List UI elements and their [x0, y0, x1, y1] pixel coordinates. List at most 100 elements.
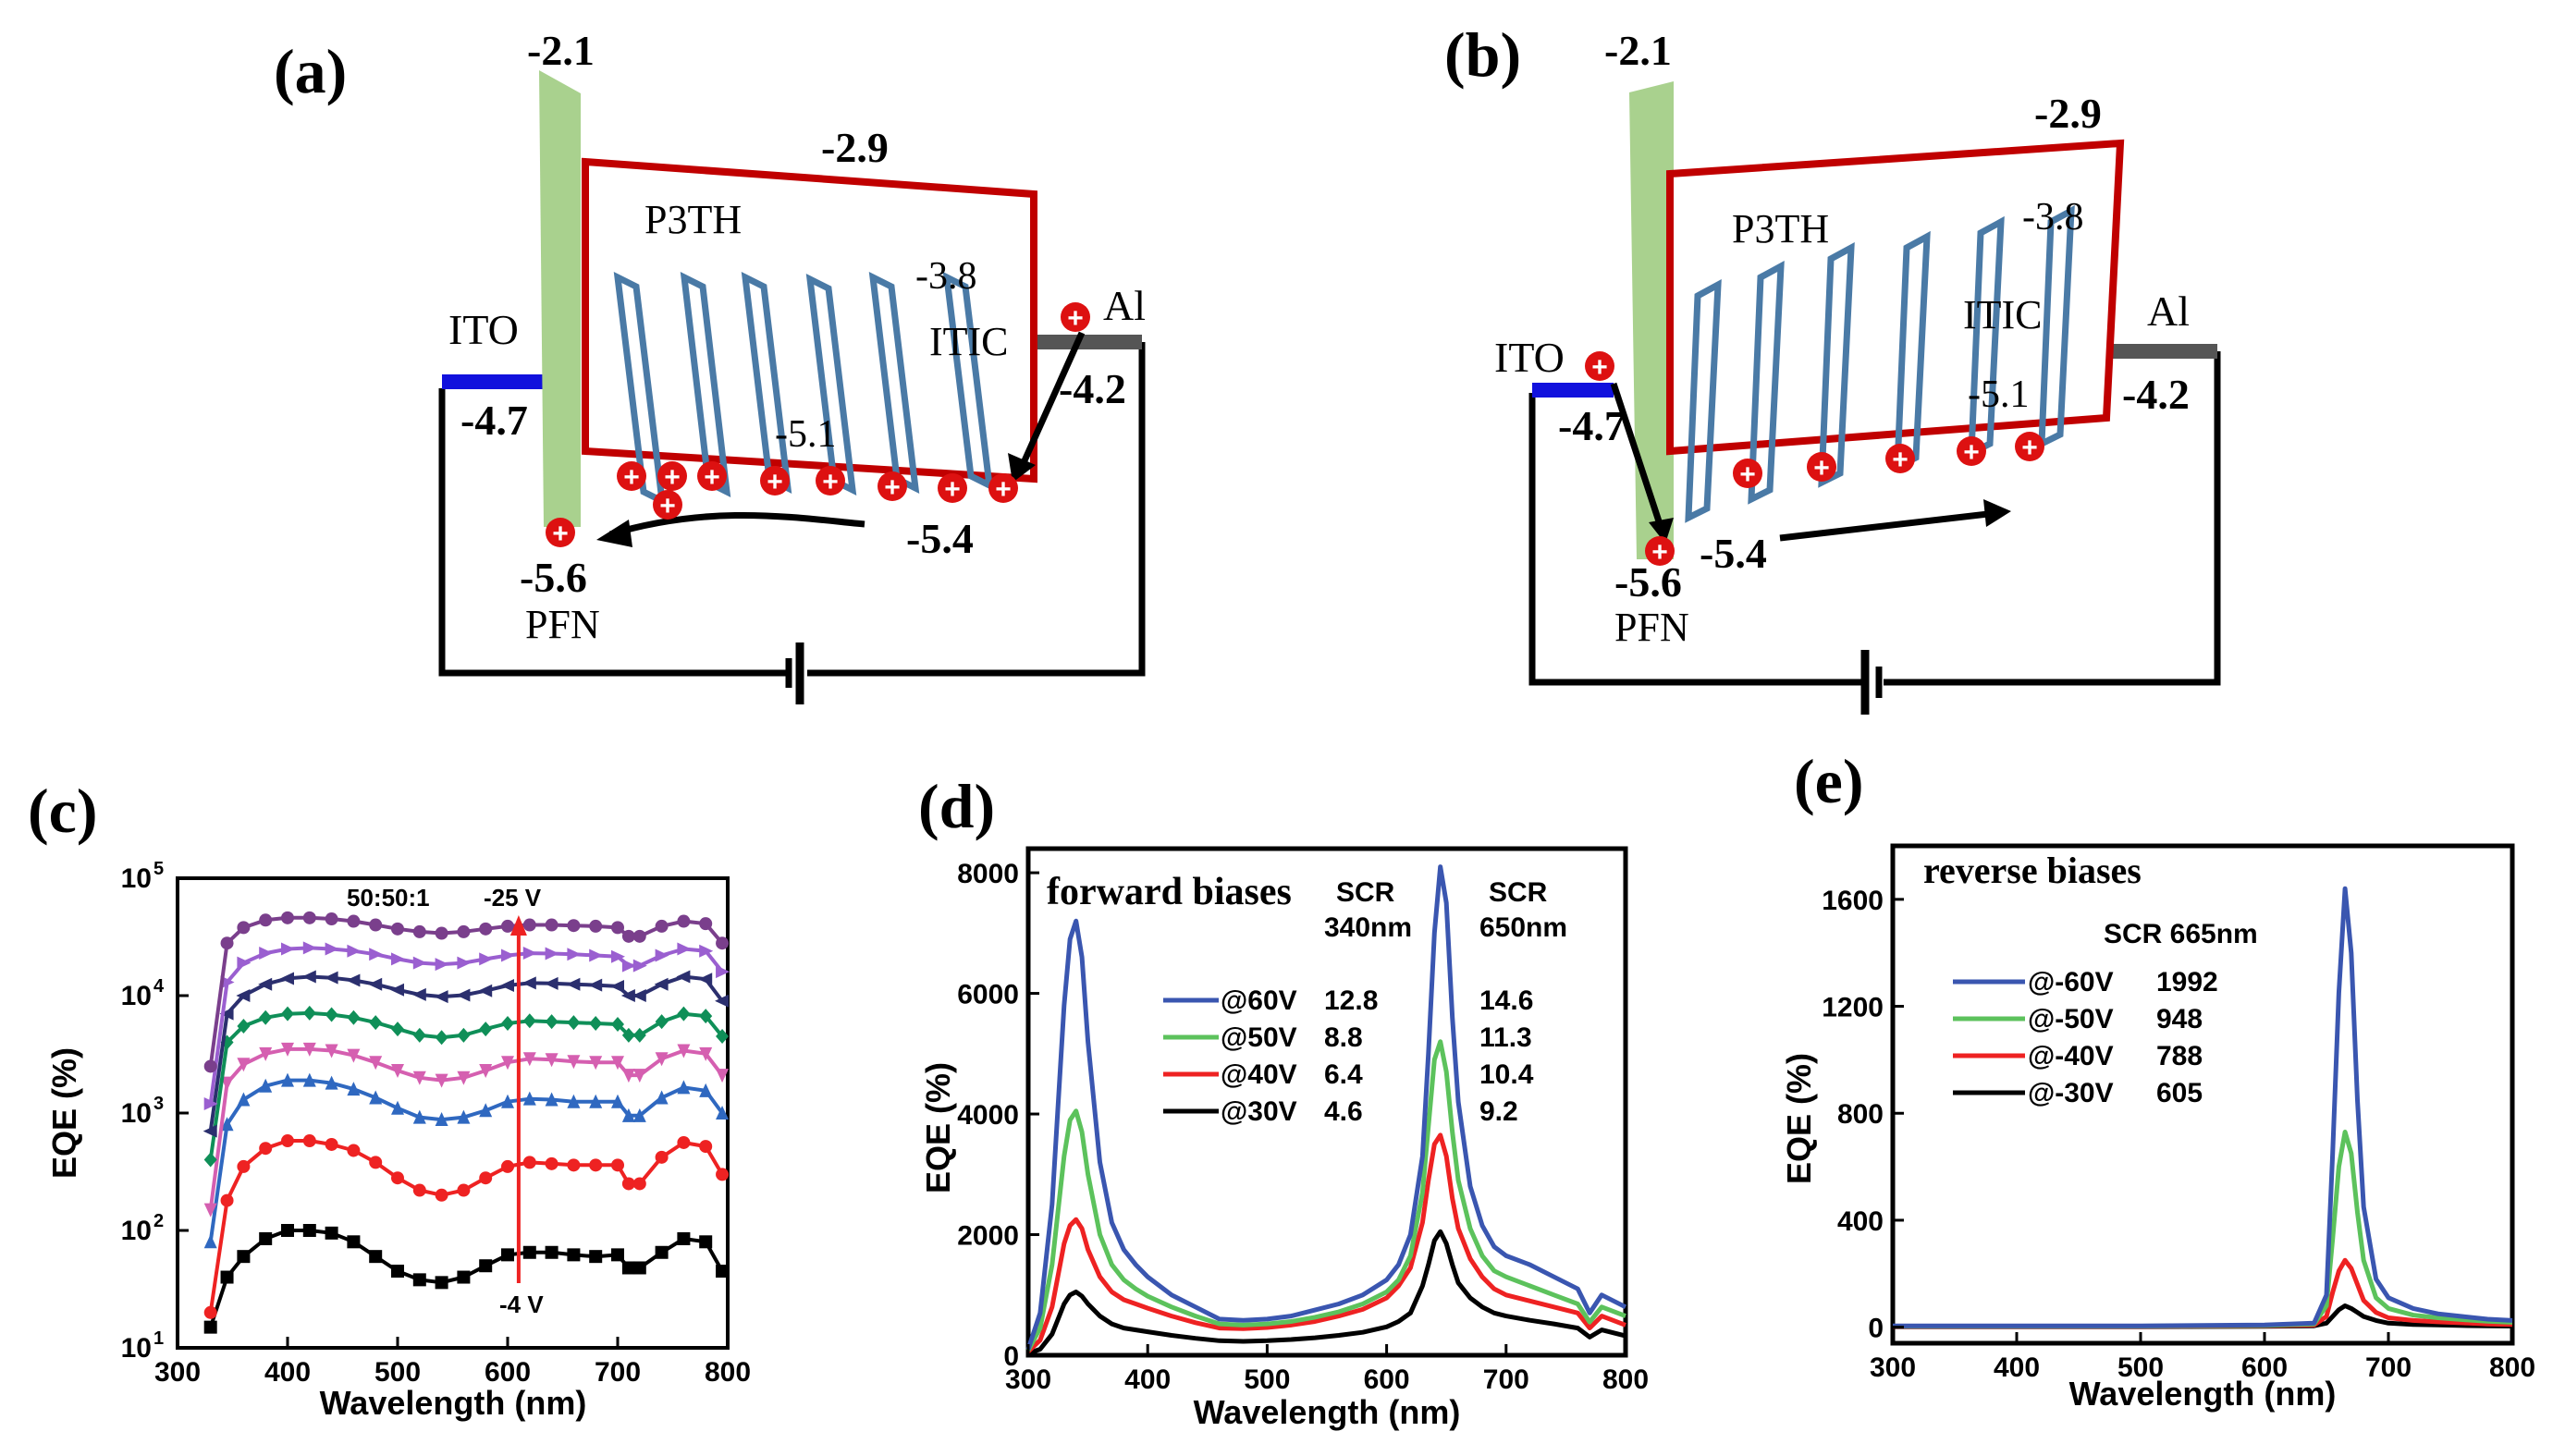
data-point [545, 918, 558, 932]
data-point [302, 1224, 316, 1237]
y-tick-label: 1600 [1822, 886, 1884, 916]
data-point [347, 1235, 361, 1249]
data-point [677, 1135, 691, 1149]
bottom-bias-annotation: -4 V [499, 1291, 544, 1318]
data-point [589, 919, 603, 933]
data-point [621, 929, 635, 943]
series-line [1025, 1039, 1626, 1352]
data-point [457, 1183, 471, 1197]
data-point [655, 1052, 669, 1067]
ito-level-value: -4.7 [460, 397, 528, 444]
data-point [237, 921, 251, 935]
hole: + [760, 466, 790, 497]
data-point [501, 1016, 514, 1032]
data-point [699, 1046, 713, 1061]
svg-text:+: + [1591, 352, 1608, 383]
data-point [237, 1092, 251, 1107]
data-point [501, 1159, 514, 1173]
data-point [412, 1109, 426, 1124]
data-point [545, 1156, 558, 1170]
scr-665nm-value: 948 [2156, 1004, 2203, 1034]
data-point [699, 1140, 713, 1154]
legend-label: @-50V [2028, 1004, 2114, 1034]
data-point [479, 1103, 493, 1118]
x-tick-label: 500 [1244, 1364, 1290, 1395]
data-point [302, 1042, 316, 1057]
x-tick-label: 500 [374, 1357, 421, 1388]
data-point [522, 1091, 536, 1106]
data-point [457, 924, 471, 938]
injection-arrow [1018, 331, 1086, 469]
scr-665nm-value: 605 [2156, 1078, 2203, 1108]
data-point [522, 976, 536, 990]
x-tick-label: 300 [1870, 1352, 1916, 1383]
data-point [632, 989, 646, 1002]
data-point [621, 1177, 635, 1191]
hole: + [2015, 432, 2044, 463]
itic-level [1968, 215, 2005, 459]
data-point [281, 942, 295, 956]
p3th-label: P3TH [644, 197, 742, 242]
data-point [655, 919, 669, 933]
data-point [654, 977, 669, 991]
data-point [699, 1083, 713, 1097]
scr-665nm-value: 1992 [2156, 967, 2218, 997]
data-point [203, 1320, 217, 1334]
hole-transfer-arrow [1779, 510, 1989, 542]
chart-e-title: reverse biases [1923, 850, 2142, 891]
ito-level-value: -4.7 [1558, 402, 1626, 449]
data-point [280, 972, 294, 985]
data-point [324, 971, 338, 985]
circuit-wire-right [807, 342, 1146, 677]
data-point [567, 948, 582, 961]
data-point [589, 1056, 603, 1071]
p3th-lumo-value: -2.9 [821, 124, 889, 171]
data-point [281, 1042, 294, 1057]
p3th-box [1666, 139, 2125, 456]
panel-a-energy-diagram: (a) + + + + [274, 27, 1146, 704]
data-point [302, 1005, 316, 1021]
data-point [522, 1245, 536, 1259]
data-point [500, 979, 514, 993]
circuit-wire-left [1528, 393, 1863, 686]
data-point [632, 1069, 646, 1083]
data-point [391, 1100, 404, 1115]
itic-homo-value: -5.4 [1700, 530, 1767, 577]
data-point [412, 1071, 426, 1085]
legend-label: @60V [1221, 985, 1297, 1016]
svg-text:+: + [659, 491, 676, 521]
data-point [435, 1276, 448, 1290]
p3th-lumo-value: -2.9 [2034, 90, 2102, 137]
ito-label: ITO [1494, 334, 1565, 381]
data-point [347, 944, 362, 958]
data-point [346, 973, 361, 987]
itic-level [1894, 230, 1931, 472]
hole: + [1733, 459, 1762, 490]
data-point [522, 947, 537, 960]
x-tick-label: 600 [485, 1357, 531, 1388]
data-point [325, 1226, 338, 1240]
data-point [501, 948, 515, 962]
data-point [479, 952, 494, 966]
data-point [203, 1124, 217, 1138]
data-point [589, 1250, 603, 1264]
y-tick-exponent: 1 [153, 1328, 164, 1349]
data-point [699, 1009, 713, 1024]
chart-d-frame [1025, 846, 1628, 1358]
itic-level [1748, 260, 1785, 505]
data-point [610, 979, 624, 993]
chart-c-xlabel: Wavelength (nm) [320, 1384, 587, 1422]
data-point [677, 1080, 691, 1095]
data-point [347, 1009, 361, 1025]
arrowhead [1008, 453, 1036, 483]
y-tick-label: 10 [121, 1333, 152, 1364]
data-point [699, 917, 713, 931]
chart-d-series [1025, 864, 1627, 1356]
data-point [259, 1231, 273, 1245]
chart-d-title: forward biases [1047, 871, 1292, 913]
data-point [369, 948, 384, 961]
data-point [220, 1117, 234, 1132]
x-tick-label: 600 [1364, 1364, 1410, 1395]
scr-340nm-value: 4.6 [1324, 1096, 1363, 1127]
